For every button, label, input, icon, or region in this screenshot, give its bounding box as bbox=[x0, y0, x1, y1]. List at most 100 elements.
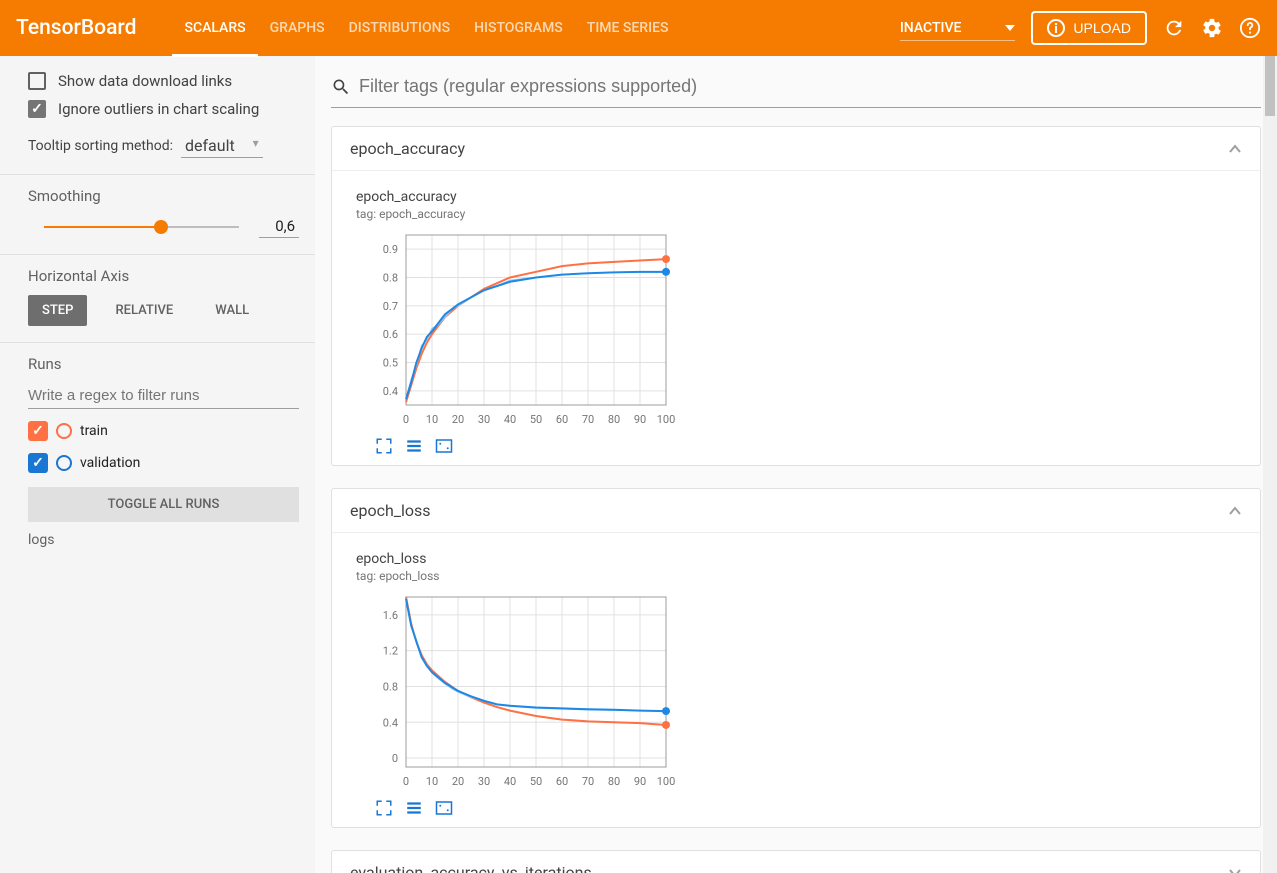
svg-text:100: 100 bbox=[657, 775, 676, 788]
gear-icon[interactable] bbox=[1201, 17, 1223, 39]
chart: 01020304050607080901000.40.50.60.70.80.9 bbox=[356, 229, 676, 429]
fit-icon[interactable] bbox=[434, 437, 454, 455]
svg-text:50: 50 bbox=[530, 775, 542, 788]
logs-label: logs bbox=[28, 532, 299, 548]
run-swatch-validation bbox=[56, 455, 72, 471]
divider bbox=[0, 342, 315, 343]
scrollbar-thumb[interactable] bbox=[1265, 56, 1275, 116]
upload-button[interactable]: UPLOAD bbox=[1031, 11, 1147, 45]
card-title: epoch_loss bbox=[350, 501, 431, 520]
checkbox-ignore-outliers[interactable] bbox=[28, 100, 46, 118]
svg-text:70: 70 bbox=[582, 413, 594, 426]
runs-filter-input[interactable] bbox=[28, 383, 299, 409]
help-icon[interactable] bbox=[1239, 17, 1261, 39]
svg-text:80: 80 bbox=[608, 413, 620, 426]
smoothing-value[interactable]: 0,6 bbox=[259, 215, 299, 238]
svg-text:20: 20 bbox=[452, 413, 464, 426]
tab-histograms[interactable]: HISTOGRAMS bbox=[462, 0, 575, 56]
svg-text:1.6: 1.6 bbox=[383, 609, 398, 622]
svg-text:0.9: 0.9 bbox=[383, 243, 398, 256]
fullscreen-icon[interactable] bbox=[374, 799, 394, 817]
inactive-select[interactable]: INACTIVE bbox=[900, 16, 1016, 41]
search-input[interactable] bbox=[359, 76, 1261, 97]
lines-icon[interactable] bbox=[404, 799, 424, 817]
fit-icon[interactable] bbox=[434, 799, 454, 817]
chart: 010203040506070809010000.40.81.21.6 bbox=[356, 591, 676, 791]
card-header[interactable]: epoch_loss bbox=[332, 489, 1260, 533]
logo: TensorBoard bbox=[16, 16, 136, 40]
inactive-label: INACTIVE bbox=[900, 20, 962, 36]
svg-text:100: 100 bbox=[657, 413, 676, 426]
runs-title: Runs bbox=[28, 355, 299, 373]
body: Show data download links Ignore outliers… bbox=[0, 56, 1277, 873]
svg-text:60: 60 bbox=[556, 775, 568, 788]
svg-text:40: 40 bbox=[504, 775, 516, 788]
card-header[interactable]: epoch_accuracy bbox=[332, 127, 1260, 171]
tab-distributions[interactable]: DISTRIBUTIONS bbox=[337, 0, 462, 56]
svg-text:0.8: 0.8 bbox=[383, 680, 398, 693]
svg-text:90: 90 bbox=[634, 413, 646, 426]
chart-tag: tag: epoch_loss bbox=[356, 569, 1236, 583]
svg-text:0.4: 0.4 bbox=[383, 716, 398, 729]
chart-tools bbox=[356, 799, 1236, 817]
scrollbar[interactable] bbox=[1263, 56, 1277, 873]
card: epoch_accuracy epoch_accuracy tag: epoch… bbox=[331, 126, 1261, 466]
tab-time-series[interactable]: TIME SERIES bbox=[575, 0, 681, 56]
smoothing-slider[interactable] bbox=[44, 226, 239, 228]
info-icon bbox=[1047, 19, 1065, 37]
upload-label: UPLOAD bbox=[1073, 20, 1131, 36]
svg-text:1.2: 1.2 bbox=[383, 645, 398, 658]
checkbox-show-download[interactable] bbox=[28, 72, 46, 90]
refresh-icon[interactable] bbox=[1163, 17, 1185, 39]
tabs: SCALARS GRAPHS DISTRIBUTIONS HISTOGRAMS … bbox=[172, 0, 680, 56]
chevron-down-icon bbox=[1005, 25, 1015, 31]
tooltip-label: Tooltip sorting method: bbox=[28, 138, 173, 154]
axis-btn-relative[interactable]: RELATIVE bbox=[101, 295, 187, 326]
svg-text:10: 10 bbox=[426, 775, 438, 788]
fullscreen-icon[interactable] bbox=[374, 437, 394, 455]
toggle-all-runs-button[interactable]: TOGGLE ALL RUNS bbox=[28, 487, 299, 522]
svg-text:0.6: 0.6 bbox=[383, 328, 398, 341]
svg-text:10: 10 bbox=[426, 413, 438, 426]
svg-text:50: 50 bbox=[530, 413, 542, 426]
tab-graphs[interactable]: GRAPHS bbox=[258, 0, 337, 56]
divider bbox=[0, 174, 315, 175]
run-swatch-train bbox=[56, 423, 72, 439]
horizontal-axis-title: Horizontal Axis bbox=[28, 267, 299, 285]
lines-icon[interactable] bbox=[404, 437, 424, 455]
svg-text:0.8: 0.8 bbox=[383, 272, 398, 285]
header-right: INACTIVE UPLOAD bbox=[900, 11, 1261, 45]
header: TensorBoard SCALARS GRAPHS DISTRIBUTIONS… bbox=[0, 0, 1277, 56]
chevron-up-icon bbox=[1228, 504, 1242, 518]
run-checkbox-train[interactable] bbox=[28, 421, 48, 441]
run-label-validation: validation bbox=[80, 455, 140, 471]
svg-text:80: 80 bbox=[608, 775, 620, 788]
chart-tag: tag: epoch_accuracy bbox=[356, 207, 1236, 221]
svg-text:90: 90 bbox=[634, 775, 646, 788]
run-checkbox-validation[interactable] bbox=[28, 453, 48, 473]
run-label-train: train bbox=[80, 423, 108, 439]
svg-text:30: 30 bbox=[478, 775, 490, 788]
chart-tools bbox=[356, 437, 1236, 455]
svg-text:40: 40 bbox=[504, 413, 516, 426]
svg-text:0.5: 0.5 bbox=[383, 357, 398, 370]
card-header[interactable]: evaluation_accuracy_vs_iterations bbox=[332, 851, 1260, 873]
svg-text:0.4: 0.4 bbox=[383, 385, 398, 398]
chart-title: epoch_accuracy bbox=[356, 189, 1236, 205]
axis-btn-step[interactable]: STEP bbox=[28, 295, 87, 326]
chevron-up-icon bbox=[1228, 142, 1242, 156]
svg-text:0: 0 bbox=[403, 775, 409, 788]
axis-btn-wall[interactable]: WALL bbox=[201, 295, 263, 326]
card-title: evaluation_accuracy_vs_iterations bbox=[350, 863, 592, 873]
main: epoch_accuracy epoch_accuracy tag: epoch… bbox=[315, 56, 1277, 873]
tab-scalars[interactable]: SCALARS bbox=[172, 0, 257, 56]
tooltip-select[interactable]: default bbox=[181, 134, 263, 158]
search-row bbox=[331, 72, 1261, 108]
svg-text:0.7: 0.7 bbox=[383, 300, 398, 313]
svg-text:60: 60 bbox=[556, 413, 568, 426]
card: epoch_loss epoch_loss tag: epoch_loss 01… bbox=[331, 488, 1261, 828]
app: TensorBoard SCALARS GRAPHS DISTRIBUTIONS… bbox=[0, 0, 1277, 873]
card-title: epoch_accuracy bbox=[350, 139, 465, 158]
chart-wrap: epoch_loss tag: epoch_loss 0102030405060… bbox=[332, 533, 1260, 827]
svg-text:0: 0 bbox=[392, 752, 398, 765]
